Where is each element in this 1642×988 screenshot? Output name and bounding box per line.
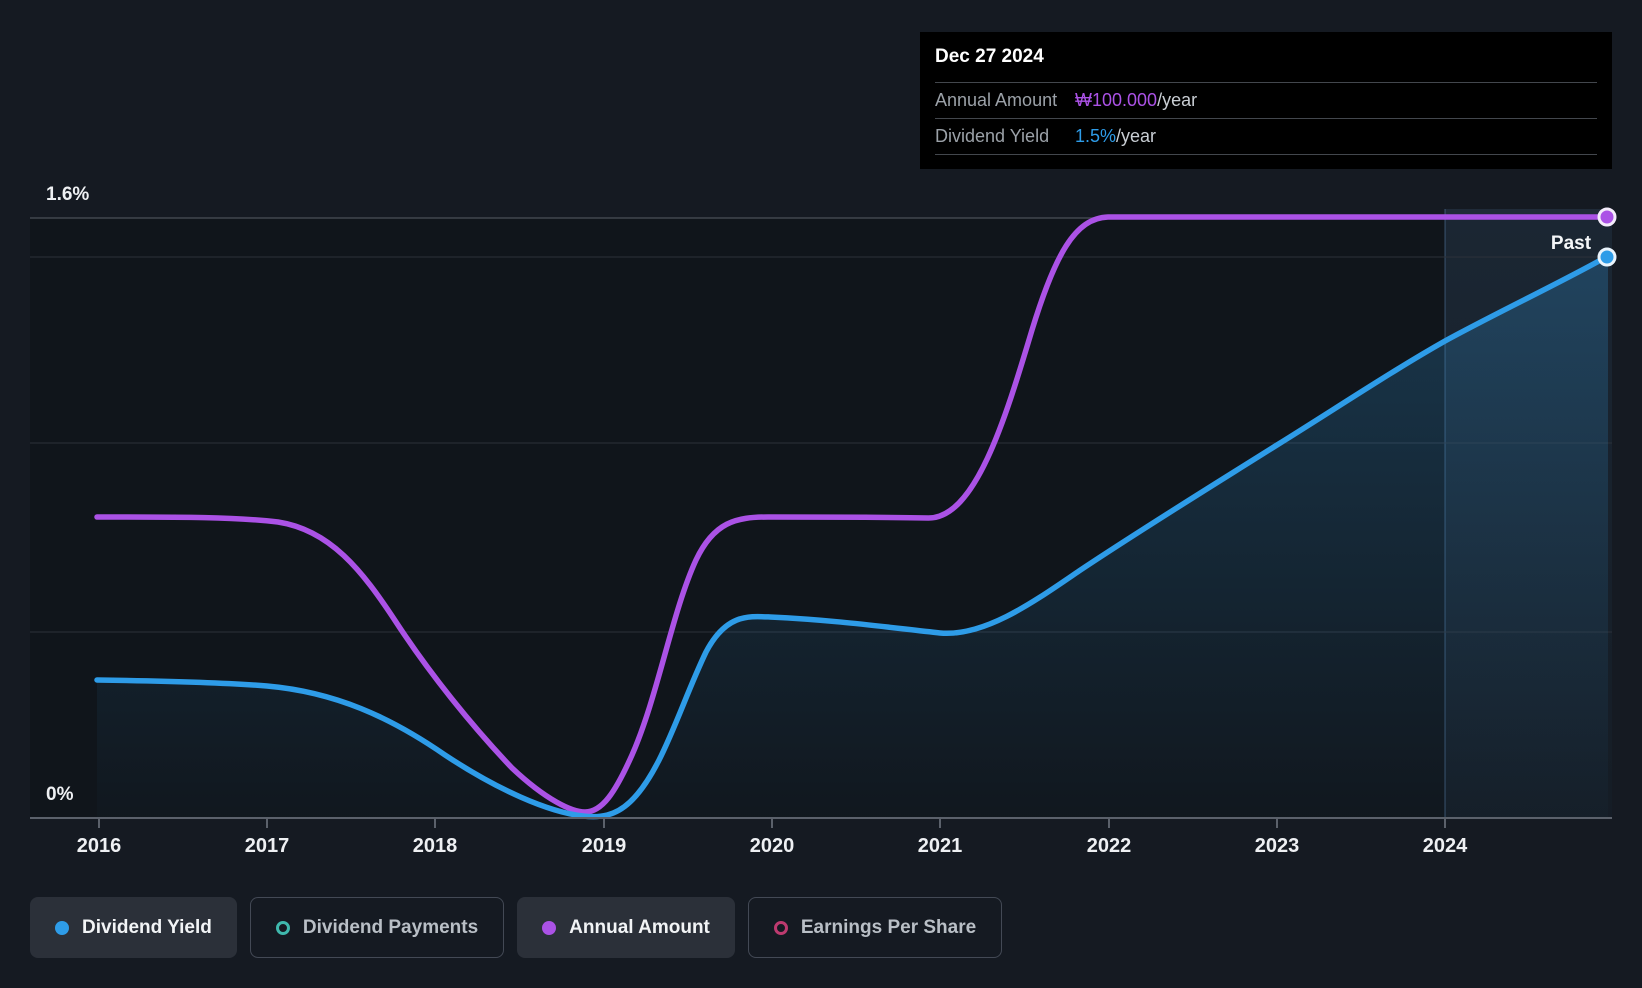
x-label-2023: 2023 [1255, 835, 1300, 857]
x-axis-labels: 2016 2017 2018 2019 2020 2021 2022 2023 … [77, 835, 1468, 857]
legend-annual-amount-button[interactable]: Annual Amount [517, 897, 735, 958]
dividend-payments-swatch-icon [275, 920, 290, 935]
dividend-yield-area [97, 256, 1608, 818]
x-label-2018: 2018 [413, 835, 458, 857]
chart-tooltip: Dec 27 2024 Annual Amount ₩100.000 /year… [920, 32, 1612, 169]
tooltip-dividend-yield-suffix: /year [1116, 126, 1157, 146]
x-label-2016: 2016 [77, 835, 122, 857]
x-label-2022: 2022 [1087, 835, 1132, 857]
x-label-2021: 2021 [918, 835, 963, 857]
tooltip-annual-amount-value: ₩100.000 [1075, 90, 1158, 110]
past-label: Past [1551, 233, 1592, 254]
earnings-per-share-swatch-icon [773, 920, 788, 935]
legend-earnings-per-share-button[interactable]: Earnings Per Share [747, 897, 1003, 958]
legend-earnings-per-share-label: Earnings Per Share [800, 916, 977, 938]
legend-annual-amount-label: Annual Amount [569, 916, 710, 938]
dividend-yield-endpoint-marker [1597, 247, 1617, 267]
y-axis-bottom-label: 0% [46, 784, 74, 805]
tooltip-date: Dec 27 2024 [935, 46, 1044, 67]
x-label-2024: 2024 [1423, 835, 1468, 857]
annual-amount-line[interactable] [94, 214, 1611, 815]
x-label-2017: 2017 [245, 835, 290, 857]
annual-amount-swatch-icon [542, 920, 557, 935]
tooltip-annual-amount-label: Annual Amount [935, 90, 1058, 110]
chart-legend: Dividend Yield Dividend Payments Annual … [30, 897, 1003, 958]
legend-dividend-payments-label: Dividend Payments [302, 916, 479, 938]
tooltip-dividend-yield-label: Dividend Yield [935, 126, 1050, 146]
x-label-2019: 2019 [582, 835, 627, 857]
annual-amount-endpoint-marker [1597, 207, 1617, 227]
legend-dividend-yield-button[interactable]: Dividend Yield [30, 897, 237, 958]
tooltip-bottom-rule [935, 154, 1597, 171]
dividend-yield-swatch-icon [55, 920, 69, 935]
tooltip-row-dividend-yield: Dividend Yield 1.5% /year [935, 118, 1597, 154]
tooltip-row-annual-amount: Annual Amount ₩100.000 /year [935, 82, 1597, 118]
legend-dividend-payments-button[interactable]: Dividend Payments [249, 897, 505, 958]
x-axis-ticks [98, 818, 1446, 828]
y-axis-top-label: 1.6% [46, 184, 89, 205]
tooltip-annual-amount-suffix: /year [1157, 90, 1198, 110]
dividend-yield-line[interactable] [94, 253, 1611, 820]
legend-dividend-yield-label: Dividend Yield [82, 916, 212, 938]
x-label-2020: 2020 [750, 835, 795, 857]
tooltip-dividend-yield-value: 1.5% [1075, 126, 1117, 146]
